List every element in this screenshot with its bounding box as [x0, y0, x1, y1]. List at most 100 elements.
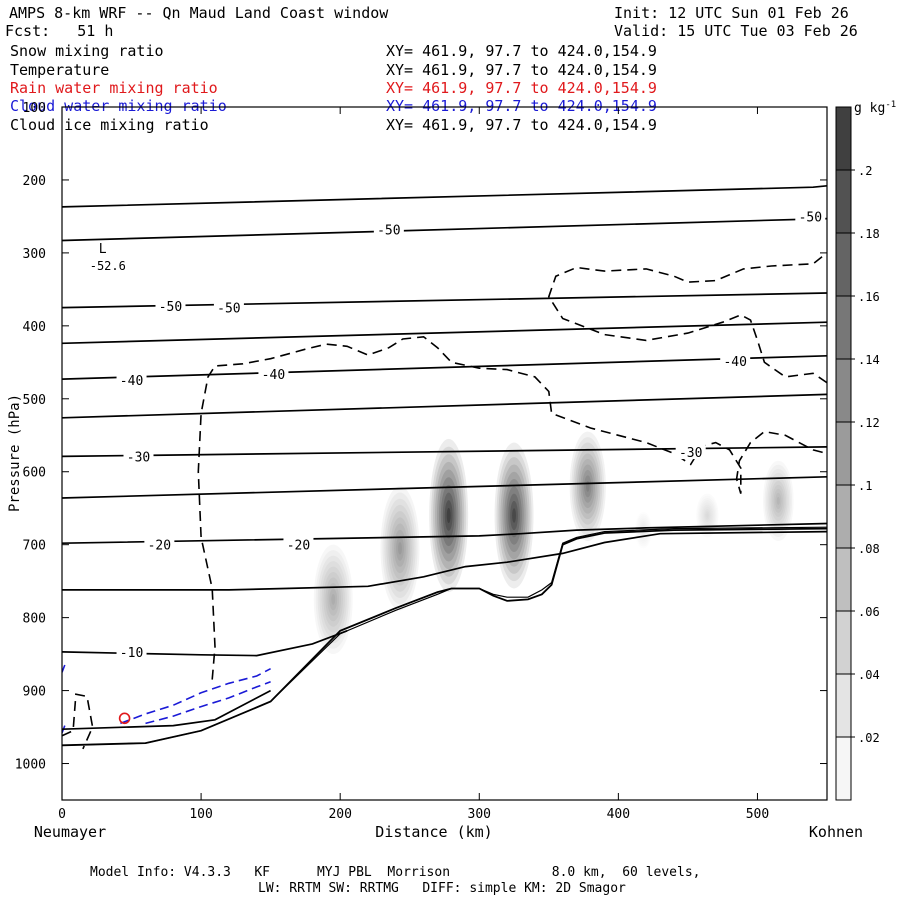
- snow-core-7-level-2: [766, 468, 791, 534]
- snow-core-4-level-0: [569, 431, 606, 542]
- snow-core-2-level-5: [438, 477, 459, 554]
- colorbar-unit-exponent: -1: [885, 100, 896, 110]
- snow-core-2-level-6: [440, 484, 457, 547]
- snow-core-3-level-1: [496, 449, 532, 582]
- snow-core-6-level-4: [700, 502, 715, 529]
- legend-cloud-ice-label: Cloud ice mixing ratio: [10, 116, 209, 134]
- colorbar-swatch-10: [836, 107, 851, 170]
- y-tick-label-4: 500: [23, 393, 46, 408]
- snow-core-5-level-1: [635, 513, 651, 547]
- snow-core-5-level-6: [640, 522, 647, 538]
- x-right-label: Kohnen: [809, 823, 863, 841]
- temperature-label-bg-6: [720, 352, 751, 368]
- x-tick-label-0: 0: [58, 807, 66, 822]
- snow-core-0-level-6: [325, 577, 342, 622]
- snow-core-4-level-9: [585, 480, 590, 492]
- snow-core-6-level-9: [706, 513, 709, 518]
- temperature-contour-4: [62, 354, 827, 380]
- rain-water-contour: [118, 712, 131, 725]
- colorbar-tick-label-2: .06: [858, 605, 880, 619]
- snow-core-4-level-2: [573, 442, 603, 531]
- colorbar-unit-base: g kg: [854, 101, 885, 116]
- snow-core-1-level-7: [394, 529, 406, 567]
- colorbar-swatch-7: [836, 296, 851, 359]
- colorbar-tick-label-1: .04: [858, 668, 880, 682]
- temperature-label-bg-3: [213, 299, 244, 315]
- plot-frame: [61, 106, 828, 801]
- snow-core-7-level-7: [773, 488, 783, 513]
- temperature-label-bg-2: [155, 298, 186, 314]
- temperature-label-1: -50: [799, 210, 822, 225]
- snow-core-4-level-8: [584, 475, 592, 498]
- temperature-contour-2: [62, 292, 827, 309]
- x-axis-label: Distance (km): [375, 823, 492, 841]
- snow-core-6-level-8: [705, 511, 710, 520]
- temperature-contour-10: [62, 630, 348, 657]
- snow-core-3-level-2: [498, 457, 530, 574]
- snow-core-4-level-3: [575, 448, 601, 525]
- temperature-label-bg-8: [675, 444, 706, 460]
- snow-core-5-level-7: [640, 524, 646, 536]
- model-info-line1: Model Info: V4.3.3 KF MYJ PBL Morrison 8…: [90, 865, 701, 880]
- snow-core-3-level-6: [506, 486, 522, 545]
- temperature-contour-11: [62, 689, 271, 731]
- snow-core-4-level-5: [578, 458, 597, 514]
- legend-cloud-water-xy: XY= 461.9, 97.7 to 424.0,154.9: [386, 97, 657, 115]
- low-marker-letter: L: [99, 242, 107, 257]
- x-tick-label-2: 200: [328, 807, 351, 822]
- legend-snow-label: Snow mixing ratio: [10, 42, 164, 60]
- snow-core-2-level-0: [429, 438, 469, 593]
- low-marker-value: -52.6: [90, 259, 126, 273]
- cloud-water-contour-3: [62, 725, 66, 734]
- snow-core-0-level-1: [315, 550, 351, 649]
- snow-core-2-level-7: [442, 492, 455, 539]
- temperature-label-9: -20: [148, 539, 171, 554]
- temperature-label-10: -20: [287, 539, 310, 554]
- colorbar-swatch-6: [836, 359, 851, 422]
- temperature-label-7: -30: [127, 450, 150, 465]
- y-axis-label: Pressure (hPa): [7, 394, 23, 512]
- temperature-label-0: -50: [377, 224, 400, 239]
- snow-core-4-level-4: [576, 453, 599, 520]
- x-tick-label-5: 500: [746, 807, 769, 822]
- snow-core-6-level-3: [699, 500, 716, 531]
- x-tick-label-1: 100: [189, 807, 212, 822]
- snow-core-7-level-9: [776, 496, 780, 505]
- y-tick-label-9: 1000: [15, 758, 46, 773]
- y-tick-label-2: 300: [23, 247, 46, 262]
- terrain-second-line: [62, 526, 827, 746]
- colorbar-swatch-5: [836, 422, 851, 485]
- snow-core-1-level-2: [384, 498, 416, 598]
- snow-core-5-level-5: [639, 520, 648, 540]
- snow-core-7-level-6: [772, 484, 785, 517]
- legend-temperature-xy: XY= 461.9, 97.7 to 424.0,154.9: [386, 61, 657, 79]
- snow-core-3-level-5: [504, 479, 524, 552]
- temperature-label-bg-1: [795, 208, 826, 224]
- snow-core-5-level-0: [635, 511, 652, 549]
- legend-cloud-water-label: Cloud water mixing ratio: [10, 97, 227, 115]
- colorbar-frame: [835, 106, 852, 801]
- snow-core-5-level-2: [636, 515, 651, 545]
- y-tick-label-6: 700: [23, 539, 46, 554]
- temperature-contour-7: [62, 475, 827, 499]
- temperature-label-bg-10: [283, 536, 314, 552]
- x-tick-label-4: 400: [607, 807, 630, 822]
- snow-core-6-level-1: [697, 495, 718, 536]
- temperature-label-8: -30: [679, 446, 702, 461]
- y-tick-label-3: 400: [23, 320, 46, 335]
- cloud-water-contour-0: [120, 667, 271, 725]
- temperature-contour-1: [62, 217, 827, 242]
- snow-core-6-level-6: [702, 506, 712, 525]
- snow-core-0-level-5: [323, 572, 343, 627]
- snow-core-1-level-1: [382, 492, 418, 605]
- snow-core-1-level-0: [380, 486, 420, 611]
- temperature-label-2: -50: [159, 300, 182, 315]
- snow-core-7-level-4: [769, 476, 788, 525]
- snow-core-0-level-9: [331, 593, 336, 605]
- snow-core-2-level-9: [446, 507, 451, 524]
- snow-core-6-level-0: [696, 493, 719, 538]
- colorbar-tick-label-9: .2: [858, 164, 872, 178]
- colorbar-swatch-3: [836, 548, 851, 611]
- legend-cloud-ice-xy: XY= 461.9, 97.7 to 424.0,154.9: [386, 116, 657, 134]
